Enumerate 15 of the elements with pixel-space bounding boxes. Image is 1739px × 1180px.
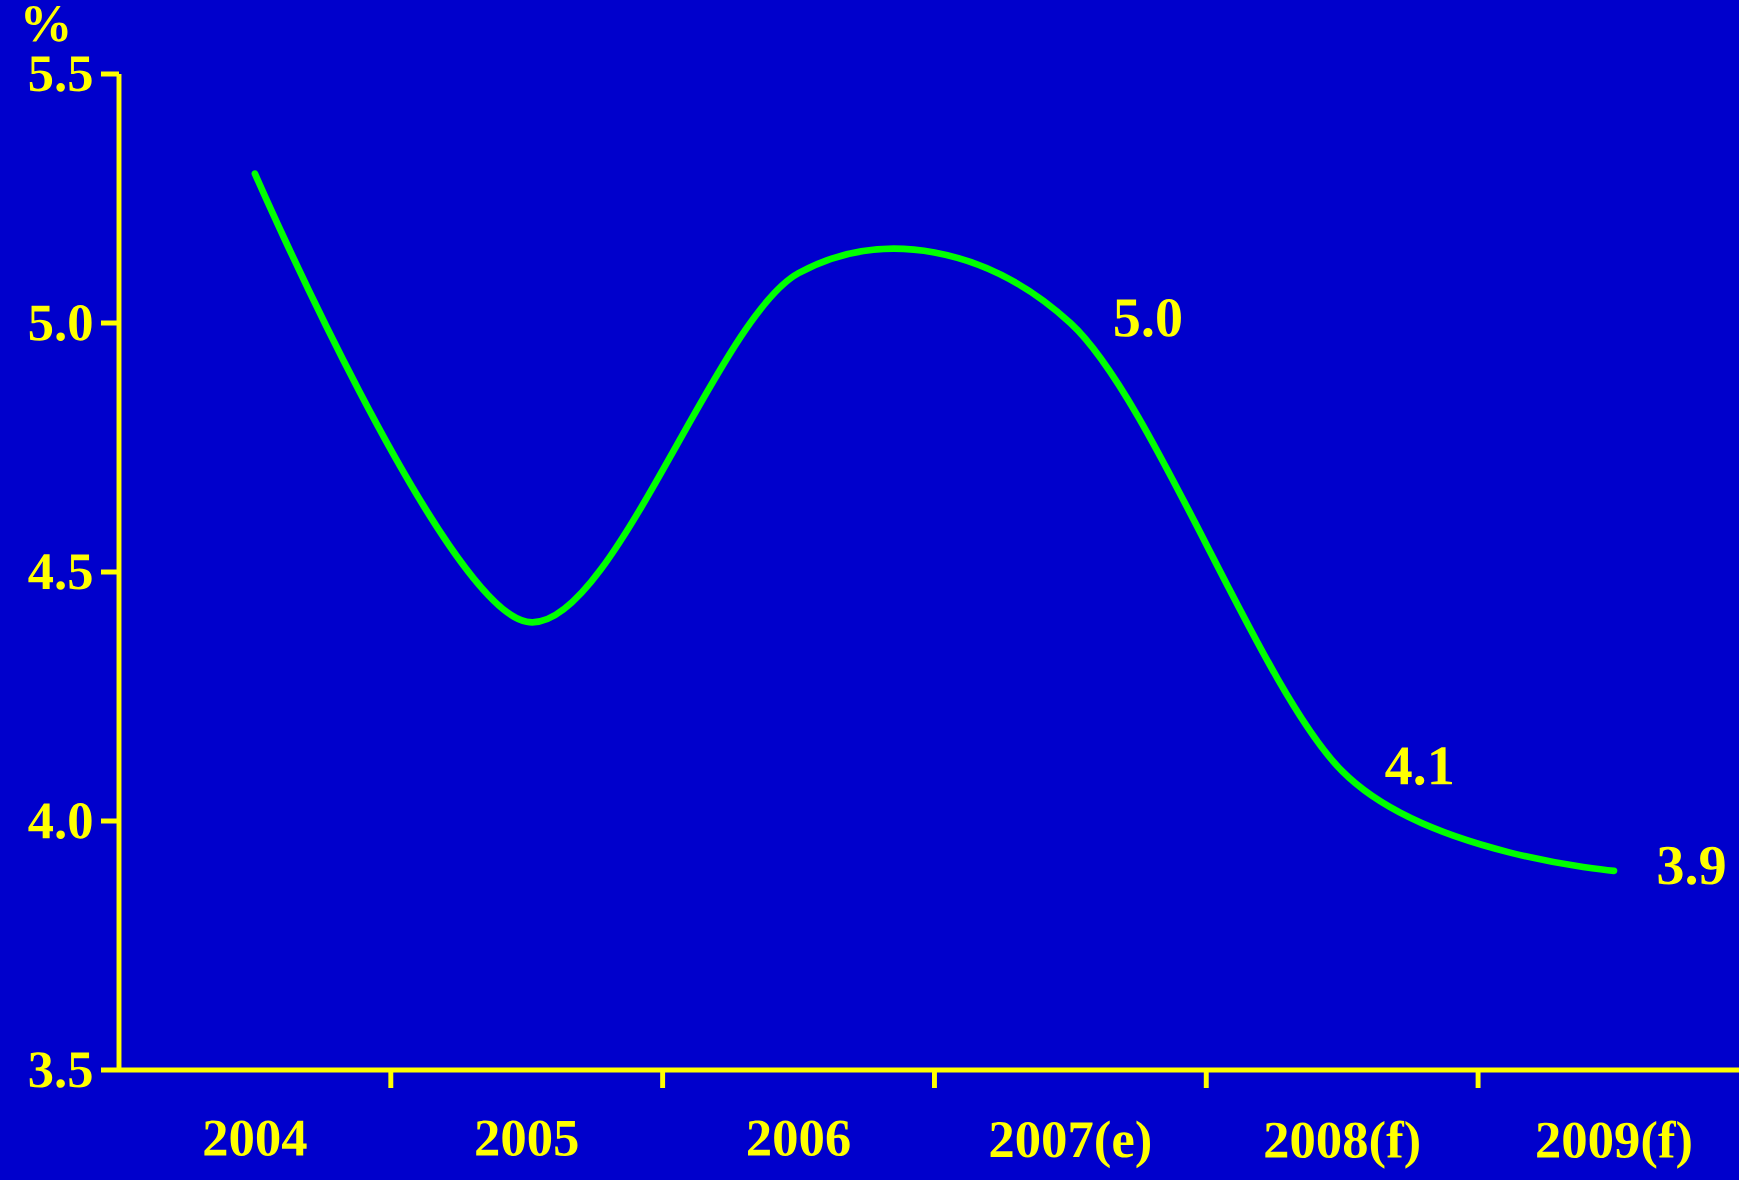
y-tick-label: 4.5 bbox=[28, 554, 92, 590]
data-label: 4.1 bbox=[1385, 747, 1452, 786]
y-tick-label: 5.5 bbox=[29, 56, 92, 92]
x-tick-label: 2004 bbox=[204, 1120, 307, 1156]
x-tick-label: 2008(f) bbox=[1265, 1120, 1419, 1169]
y-tick-label: 4.0 bbox=[28, 803, 92, 839]
x-tick-label: 2005 bbox=[476, 1120, 578, 1156]
data-label: 3.9 bbox=[1658, 846, 1725, 885]
x-tick-label: 2009(f) bbox=[1537, 1120, 1691, 1169]
y-tick-label: 5.0 bbox=[29, 305, 92, 341]
y-tick-label: 3.5 bbox=[29, 1052, 92, 1088]
x-tick-label: 2007(e) bbox=[990, 1120, 1150, 1169]
x-tick-label: 2006 bbox=[748, 1120, 850, 1156]
y-axis-title: % bbox=[25, 5, 68, 42]
data-label: 5.0 bbox=[1115, 298, 1181, 338]
